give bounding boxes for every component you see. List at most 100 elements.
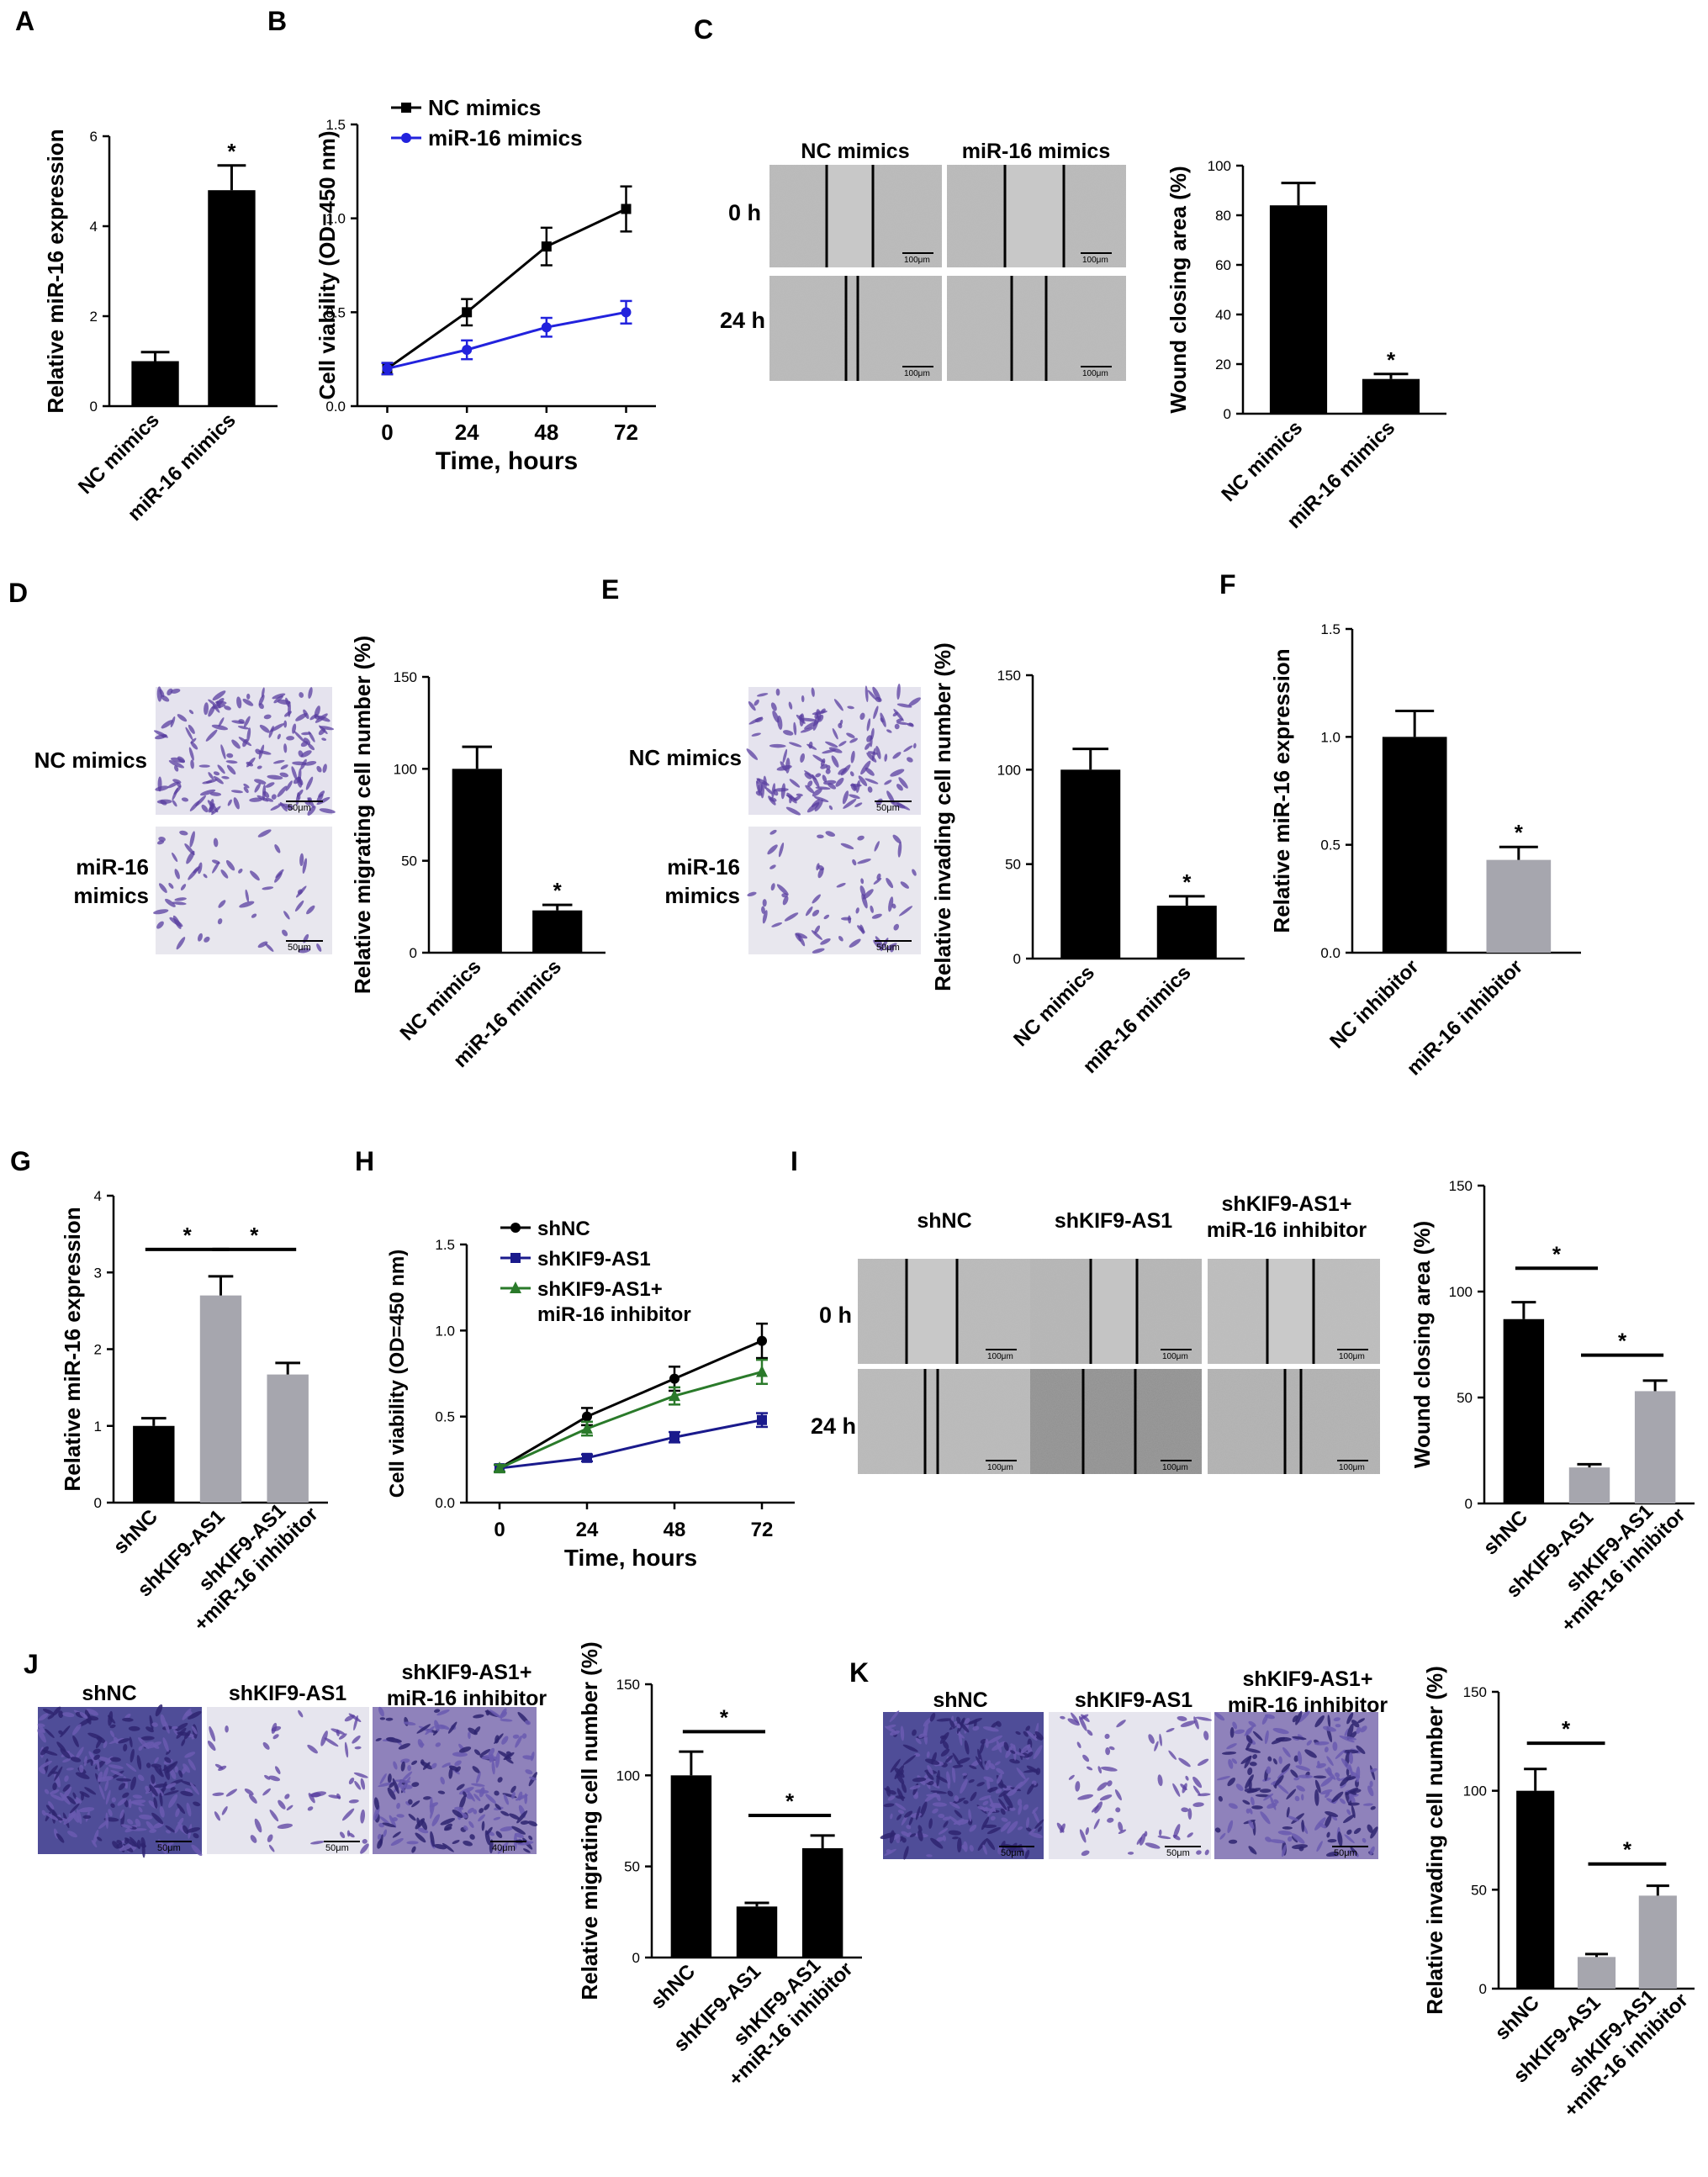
stained-cell [452, 1810, 463, 1818]
y-tick-label: 0.5 [1320, 838, 1340, 853]
stained-cell [1286, 1806, 1290, 1818]
stained-cell [56, 1833, 65, 1843]
stained-cell [98, 1757, 112, 1762]
stained-cell [981, 1816, 990, 1831]
category-label: miR-16 inhibitor [1403, 955, 1527, 1080]
stained-cell [1228, 1839, 1238, 1844]
cell-stain-shkif9-inhibitor [1214, 1710, 1378, 1857]
stained-cell [418, 1725, 433, 1733]
stained-cell [954, 1795, 960, 1802]
stained-cell [1010, 1750, 1016, 1754]
stained-cell [1228, 1803, 1238, 1810]
stained-cell [944, 1755, 954, 1763]
stained-cell [403, 1721, 416, 1725]
stained-cell [886, 729, 892, 733]
stained-cell [1264, 1730, 1269, 1745]
stained-cell [157, 1839, 167, 1855]
stained-cell [1370, 1805, 1376, 1810]
stained-cell [285, 806, 293, 811]
category-label: shNC [647, 1960, 700, 2013]
stained-cell [1348, 1752, 1354, 1764]
stained-cell [348, 1832, 355, 1838]
stained-cell [1115, 1807, 1121, 1813]
stained-cell [246, 693, 251, 700]
stained-cell [1292, 1736, 1307, 1741]
x-axis-label: Time, hours [436, 447, 578, 475]
wound-image-shkif9-0h: 100μm [1030, 1259, 1202, 1364]
stained-cell [1097, 1782, 1108, 1791]
stained-cell [152, 1744, 160, 1749]
stained-cell [387, 1787, 396, 1800]
stained-cell [833, 699, 843, 711]
stained-cell [295, 713, 308, 721]
stained-cell [991, 1721, 998, 1729]
col-label-shkif9: shKIF9-AS1 [1055, 1209, 1172, 1233]
cell-stain-shkif9 [207, 1709, 369, 1854]
stained-cell [1313, 1775, 1327, 1779]
micrograph-panel-i: shNC shKIF9-AS1 shKIF9-AS1+ miR-16 inhibi… [811, 1192, 1380, 1474]
stained-cell [789, 742, 802, 748]
stained-cell [1076, 1741, 1081, 1749]
stained-cell [1301, 1820, 1305, 1832]
stained-cell [1075, 1781, 1081, 1792]
stained-cell [1000, 1808, 1006, 1815]
stained-cell [159, 1767, 162, 1775]
stained-cell [948, 1830, 962, 1836]
panel-label-f: F [1219, 569, 1236, 600]
stained-cell [865, 742, 871, 750]
stained-cell [164, 1720, 170, 1734]
y-tick-label: 100 [1449, 1284, 1473, 1300]
stained-cell [1148, 1734, 1155, 1744]
stained-cell [765, 787, 773, 795]
stained-cell [1203, 1731, 1209, 1741]
stained-cell [529, 1776, 537, 1781]
stained-cell [1319, 1822, 1327, 1829]
stained-cell [769, 829, 777, 835]
stained-cell [838, 935, 843, 942]
y-tick-label: 6 [90, 129, 98, 145]
stained-cell [270, 723, 285, 732]
stained-cell [47, 1765, 58, 1778]
stained-cell [884, 753, 888, 762]
stained-cell [1270, 1796, 1277, 1810]
stained-cell [98, 1820, 109, 1829]
stained-cell [316, 793, 324, 802]
stained-cell [1273, 1799, 1279, 1804]
stained-cell [112, 1841, 119, 1849]
stained-cell [429, 1797, 433, 1814]
stained-cell [393, 1761, 398, 1770]
stained-cell [125, 1763, 137, 1772]
stained-cell [893, 709, 904, 721]
stained-cell [1320, 1776, 1334, 1787]
stained-cell [170, 716, 176, 728]
category-label: NC mimics [1217, 416, 1307, 506]
stained-cell [1231, 1758, 1238, 1764]
stained-cell [129, 1736, 133, 1748]
stained-cell [387, 1773, 392, 1783]
stained-cell [1245, 1748, 1261, 1753]
stained-cell [319, 808, 336, 814]
y-tick-label: 3 [94, 1265, 102, 1281]
stained-cell [796, 793, 803, 797]
stained-cell [37, 1728, 46, 1743]
stained-cell [149, 1784, 158, 1797]
stained-cell [45, 1812, 59, 1820]
stained-cell [865, 685, 869, 702]
chart-j: 0 50 100 150 Relative migrating cell number … [577, 1641, 862, 2090]
stained-cell [250, 870, 260, 881]
stained-cell [267, 774, 283, 780]
stained-cell [440, 1776, 445, 1785]
stained-cell [97, 1776, 114, 1782]
stained-cell [849, 794, 860, 799]
stained-cell [1301, 1794, 1304, 1801]
stained-cell [924, 1758, 940, 1765]
stained-cell [319, 726, 335, 731]
stained-cell [1136, 1836, 1143, 1845]
stained-cell [1339, 1735, 1355, 1743]
stained-cell [258, 695, 265, 706]
stained-cell [230, 790, 243, 794]
stained-cell [842, 790, 849, 805]
stained-cell [62, 1783, 71, 1792]
row-label-mir16-mimics: miR-16 mimics [664, 854, 740, 908]
stained-cell [1023, 1731, 1029, 1737]
